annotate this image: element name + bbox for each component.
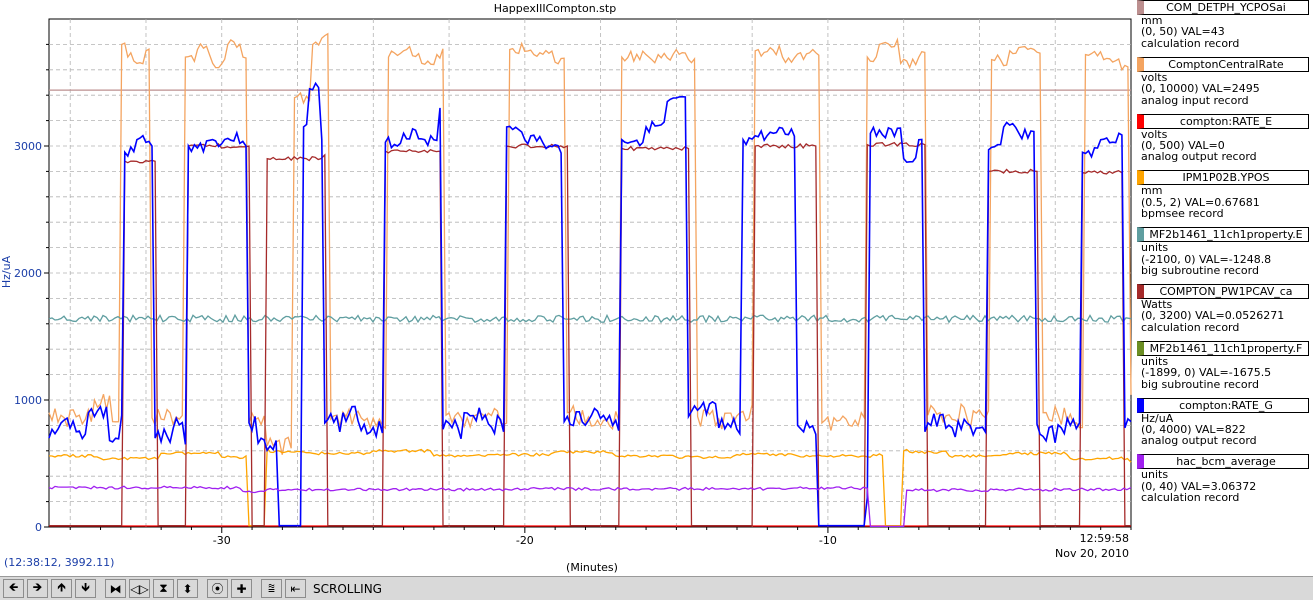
chart-title: HappexIIICompton.stp	[494, 2, 616, 15]
legend-item-range: (0, 4000) VAL=822	[1141, 422, 1246, 436]
compress-y-button[interactable]: ⧗	[153, 579, 174, 598]
legend-item-rtype: bpmsee record	[1141, 207, 1224, 221]
scroll-up-button[interactable]: 🡹	[51, 579, 72, 598]
legend-item-range: (0, 3200) VAL=0.0526271	[1141, 309, 1285, 323]
legend-item[interactable]: ComptonCentralRate volts (0, 10000) VAL=24…	[1135, 56, 1313, 114]
series-line-compton-rate-g[interactable]	[48, 81, 1132, 527]
end-date-label: Nov 20, 2010	[1055, 547, 1129, 560]
legend-item-range: (-2100, 0) VAL=-1248.8	[1141, 252, 1272, 266]
legend-item-name[interactable]: compton:RATE_G	[1137, 397, 1309, 413]
coordinate-readout: (12:38:12, 3992.11)	[4, 556, 115, 569]
legend-item-unit: units	[1141, 354, 1169, 368]
legend-item-rtype: calculation record	[1141, 491, 1240, 505]
x-tick-label: -10	[819, 534, 837, 547]
legend-item-name[interactable]: MF2b1461_11ch1property.E	[1137, 227, 1309, 243]
legend-item-name[interactable]: COM_DETPH_YCPOSai	[1137, 0, 1309, 15]
legend-item-range: (0, 10000) VAL=2495	[1141, 82, 1260, 96]
legend-item-name[interactable]: MF2b1461_11ch1property.F	[1137, 340, 1309, 356]
y-axis-label: Hz/uA	[0, 255, 13, 288]
toolbar: 🡸 🡺 🡹 🡻 ⧓ ◁▷ ⧗ ⬍ ⦿ ✚ ⩰ ⇤ SCROLLING	[0, 576, 1313, 600]
compress-x-button[interactable]: ⧓	[105, 579, 126, 598]
series-line-mf2b1461-11ch1property-e[interactable]	[48, 313, 1132, 324]
legend-item-name[interactable]: IPM1P02B.YPOS	[1137, 170, 1309, 186]
legend-item-unit: mm	[1141, 14, 1163, 27]
expand-y-button[interactable]: ⬍	[177, 579, 198, 598]
legend-item[interactable]: COMPTON_PW1PCAV_ca Watts (0, 3200) VAL=0.0…	[1135, 283, 1313, 341]
y-tick-label: 3000	[14, 140, 42, 153]
expand-x-button[interactable]: ◁▷	[129, 579, 150, 598]
legend-panel: COM_DETPH_YCPOSai mm (0, 50) VAL=43 calcula…	[1135, 0, 1313, 575]
series-group	[48, 32, 1132, 528]
legend-item-rtype: big subroutine record	[1141, 377, 1259, 391]
series-line-comptoncentralrate[interactable]	[48, 32, 1132, 455]
legend-item-range: (0, 40) VAL=3.06372	[1141, 479, 1257, 493]
scroll-left-button[interactable]: 🡸	[3, 579, 24, 598]
grid-lines	[49, 19, 1131, 527]
series-line-ipm1p02b-ypos[interactable]	[48, 446, 1132, 527]
legend-item-rtype: calculation record	[1141, 320, 1240, 334]
x-axis: -30 -20 -10	[69, 527, 1132, 547]
legend-item-range: (-1899, 0) VAL=-1675.5	[1141, 366, 1272, 380]
legend-item-rtype: analog input record	[1141, 93, 1249, 107]
legend-item-unit: mm	[1141, 184, 1163, 198]
scroll-right-button[interactable]: 🡺	[27, 579, 48, 598]
legend-item-unit: units	[1141, 241, 1169, 255]
legend-item-rtype: analog output record	[1141, 150, 1257, 164]
legend-item-range: (0.5, 2) VAL=0.67681	[1141, 195, 1260, 209]
legend-item-rtype: big subroutine record	[1141, 263, 1259, 277]
end-time-label: 12:59:58	[1080, 532, 1129, 545]
y-tick-label: 0	[35, 521, 42, 534]
series-line-hac-bcm-average[interactable]	[48, 485, 1132, 528]
legend-item-name[interactable]: COMPTON_PW1PCAV_ca	[1137, 283, 1309, 299]
x-axis-label: (Minutes)	[566, 561, 618, 574]
zoom-button[interactable]: ✚	[231, 579, 252, 598]
go-to-now-button[interactable]: ⇤	[285, 579, 306, 598]
autoscale-button[interactable]: ⦿	[207, 579, 228, 598]
legend-item-name[interactable]: ComptonCentralRate	[1137, 56, 1309, 72]
legend-item[interactable]: compton:RATE_G Hz/uA (0, 4000) VAL=822 anal…	[1135, 397, 1313, 455]
y-axis: 0 1000 2000 3000	[14, 43, 49, 534]
legend-item-range: (0, 500) VAL=0	[1141, 138, 1225, 152]
y-tick-label: 2000	[14, 267, 42, 280]
legend-item-unit: Watts	[1141, 297, 1173, 311]
scroll-down-button[interactable]: 🡻	[75, 579, 96, 598]
series-line-compton-pw1pcav-ca[interactable]	[49, 141, 1131, 527]
legend-item[interactable]: hac_bcm_average units (0, 40) VAL=3.06372 c…	[1135, 454, 1313, 511]
strip-chart[interactable]: HappexIIICompton.stp 0 1000 2000 3000 -30 -2…	[0, 0, 1135, 575]
legend-item-unit: volts	[1141, 70, 1168, 84]
legend-item-name[interactable]: hac_bcm_average	[1137, 454, 1309, 470]
legend-item[interactable]: IPM1P02B.YPOS mm (0.5, 2) VAL=0.67681 bpmse…	[1135, 170, 1313, 227]
toolbar-buttons: 🡸 🡺 🡹 🡻 ⧓ ◁▷ ⧗ ⬍ ⦿ ✚ ⩰ ⇤	[3, 579, 309, 598]
mode-status: SCROLLING	[313, 581, 382, 596]
y-tick-label: 1000	[14, 394, 42, 407]
stagger-button[interactable]: ⩰	[261, 579, 282, 598]
legend-item-unit: volts	[1141, 127, 1168, 141]
legend-item-name[interactable]: compton:RATE_E	[1137, 113, 1309, 129]
legend-item[interactable]: MF2b1461_11ch1property.F units (-1899, 0) …	[1135, 340, 1313, 398]
legend-item[interactable]: compton:RATE_E volts (0, 500) VAL=0 analog …	[1135, 113, 1313, 171]
legend-item-unit: units	[1141, 468, 1169, 482]
legend-item-unit: Hz/uA	[1141, 411, 1174, 425]
x-tick-label: -20	[516, 534, 534, 547]
legend-item[interactable]: COM_DETPH_YCPOSai mm (0, 50) VAL=43 calcula…	[1135, 0, 1313, 57]
legend-item-range: (0, 50) VAL=43	[1141, 25, 1225, 39]
legend-item-rtype: calculation record	[1141, 36, 1240, 50]
legend-item-rtype: analog output record	[1141, 434, 1257, 448]
x-tick-label: -30	[213, 534, 231, 547]
legend-item[interactable]: MF2b1461_11ch1property.E units (-2100, 0) …	[1135, 227, 1313, 284]
